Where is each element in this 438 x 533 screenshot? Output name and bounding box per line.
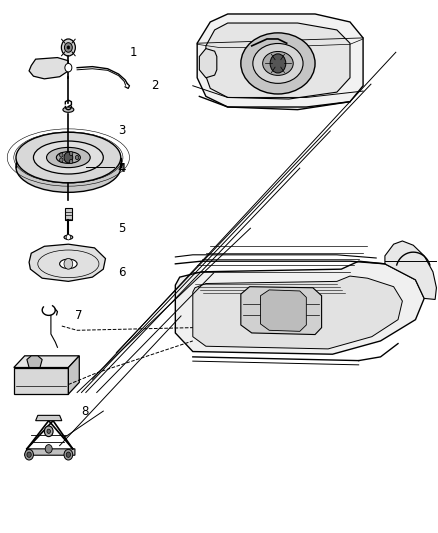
Ellipse shape bbox=[253, 44, 303, 83]
Circle shape bbox=[270, 54, 286, 73]
Polygon shape bbox=[175, 261, 424, 354]
Circle shape bbox=[47, 429, 50, 433]
Polygon shape bbox=[206, 23, 350, 99]
Text: 4: 4 bbox=[117, 161, 125, 175]
Ellipse shape bbox=[16, 132, 121, 183]
Polygon shape bbox=[25, 449, 75, 455]
Circle shape bbox=[60, 153, 63, 157]
Circle shape bbox=[45, 445, 52, 453]
Polygon shape bbox=[385, 241, 436, 300]
Bar bbox=[65, 208, 72, 220]
Circle shape bbox=[60, 158, 63, 162]
Polygon shape bbox=[29, 58, 68, 79]
Circle shape bbox=[64, 152, 73, 163]
Circle shape bbox=[27, 452, 31, 457]
Circle shape bbox=[44, 426, 53, 437]
Circle shape bbox=[66, 452, 71, 457]
Polygon shape bbox=[241, 287, 321, 335]
Ellipse shape bbox=[60, 259, 77, 269]
Polygon shape bbox=[27, 356, 42, 368]
Polygon shape bbox=[197, 14, 363, 110]
Text: 8: 8 bbox=[81, 405, 89, 417]
Text: 7: 7 bbox=[75, 310, 82, 322]
Text: 1: 1 bbox=[130, 46, 137, 59]
Polygon shape bbox=[35, 415, 62, 421]
Circle shape bbox=[75, 156, 79, 160]
Polygon shape bbox=[199, 49, 217, 78]
Text: 3: 3 bbox=[119, 124, 126, 138]
Ellipse shape bbox=[63, 107, 74, 112]
Circle shape bbox=[65, 63, 72, 72]
Ellipse shape bbox=[57, 152, 81, 164]
Polygon shape bbox=[68, 356, 79, 394]
Circle shape bbox=[25, 449, 33, 460]
Ellipse shape bbox=[46, 148, 90, 167]
Circle shape bbox=[61, 39, 75, 56]
Circle shape bbox=[64, 449, 73, 460]
Polygon shape bbox=[193, 276, 403, 349]
Polygon shape bbox=[29, 244, 106, 281]
Text: 4: 4 bbox=[119, 161, 126, 175]
Circle shape bbox=[67, 46, 70, 49]
Circle shape bbox=[64, 259, 73, 269]
Circle shape bbox=[64, 43, 72, 52]
Circle shape bbox=[69, 159, 73, 164]
Ellipse shape bbox=[241, 33, 315, 94]
Ellipse shape bbox=[16, 142, 121, 192]
Text: 2: 2 bbox=[151, 79, 159, 92]
Ellipse shape bbox=[33, 141, 103, 174]
Polygon shape bbox=[14, 368, 68, 394]
Circle shape bbox=[69, 151, 73, 156]
Polygon shape bbox=[261, 290, 306, 332]
Text: 5: 5 bbox=[119, 222, 126, 235]
Text: 6: 6 bbox=[119, 266, 126, 279]
Polygon shape bbox=[14, 356, 79, 368]
Ellipse shape bbox=[263, 52, 293, 75]
Circle shape bbox=[66, 235, 71, 240]
Ellipse shape bbox=[64, 235, 73, 239]
